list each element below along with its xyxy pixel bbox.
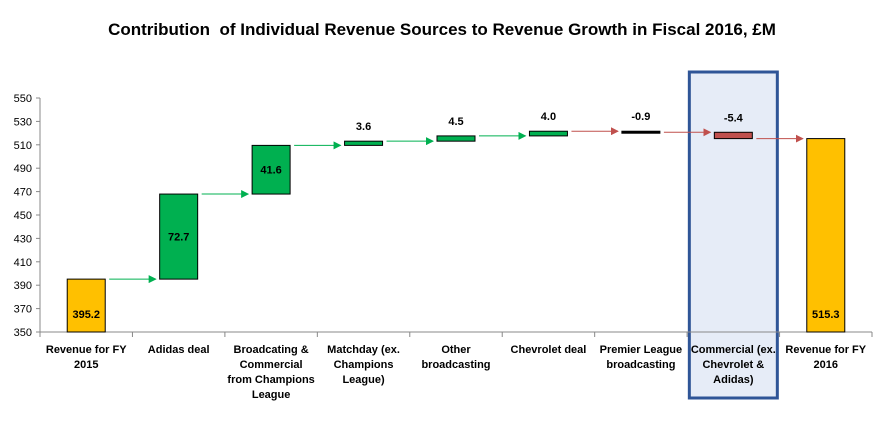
category-label: Other broadcasting <box>421 344 490 371</box>
y-tick-label: 470 <box>14 187 32 199</box>
category-label: Premier League broadcasting <box>600 344 683 371</box>
category-label: Matchday (ex. Champions League) <box>327 344 400 386</box>
bar <box>344 140 384 146</box>
bar <box>806 138 846 333</box>
data-label: 72.7 <box>168 232 189 244</box>
category-label: Broadcating & Commercial from Champions Lea… <box>227 344 314 401</box>
category-label: Chevrolet deal <box>511 344 587 356</box>
bar <box>159 193 199 280</box>
bar <box>621 130 661 134</box>
y-tick-label: 530 <box>14 116 32 128</box>
category-label: Revenue for FY 2015 <box>46 344 127 371</box>
bar <box>436 135 476 142</box>
chart-title: Contribution of Individual Revenue Sourc… <box>108 20 776 39</box>
bar <box>251 144 291 195</box>
data-label: 395.2 <box>72 309 100 321</box>
bar <box>713 131 753 140</box>
y-tick-label: 510 <box>14 140 32 152</box>
data-label: 41.6 <box>260 165 281 177</box>
y-tick-label: 550 <box>14 93 32 105</box>
y-tick-label: 450 <box>14 210 32 222</box>
data-label: -0.9 <box>631 111 650 123</box>
bar <box>66 278 106 333</box>
y-tick-label: 490 <box>14 163 32 175</box>
y-tick-label: 410 <box>14 257 32 269</box>
y-tick-label: 390 <box>14 280 32 292</box>
data-label: -5.4 <box>724 112 744 124</box>
category-label: Revenue for FY 2016 <box>785 344 866 371</box>
highlight-box <box>687 70 779 400</box>
y-tick-label: 370 <box>14 304 32 316</box>
y-tick-label: 430 <box>14 233 32 245</box>
category-label: Adidas deal <box>148 344 210 356</box>
category-label: Commercial (ex. Chevrolet & Adidas) <box>691 344 776 386</box>
data-label: 515.3 <box>812 309 840 321</box>
data-label: 4.5 <box>448 116 463 128</box>
y-tick-label: 350 <box>14 327 32 339</box>
data-label: 3.6 <box>356 121 371 133</box>
bar <box>528 130 568 137</box>
data-label: 4.0 <box>541 111 556 123</box>
